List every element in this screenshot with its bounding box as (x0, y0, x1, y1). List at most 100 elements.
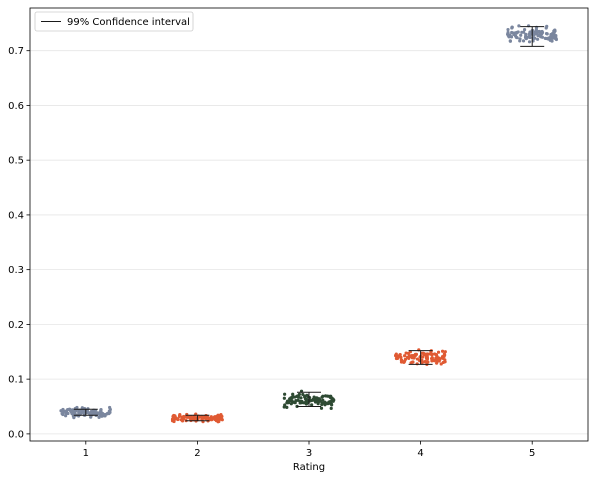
data-point (329, 399, 333, 404)
data-point (508, 39, 512, 43)
data-point (522, 28, 527, 32)
data-point (282, 405, 286, 409)
data-point (60, 412, 64, 416)
data-point (176, 417, 180, 421)
data-point (307, 396, 312, 400)
data-point (98, 410, 102, 415)
data-point (519, 33, 523, 37)
data-point (326, 402, 330, 406)
data-point (285, 405, 289, 410)
grid-lines (30, 50, 588, 435)
y-tick-label: 0.6 (8, 101, 24, 112)
data-point (319, 406, 324, 410)
data-point (533, 30, 537, 34)
data-point (182, 416, 186, 420)
data-point (297, 392, 301, 397)
data-point (532, 35, 536, 40)
legend-entry-label: 99% Confidence interval (67, 17, 190, 28)
data-point (299, 396, 303, 400)
data-point (296, 398, 300, 402)
data-point (68, 407, 72, 411)
data-point (535, 37, 540, 41)
data-point (61, 409, 65, 413)
data-point (415, 357, 419, 361)
data-point (398, 354, 402, 358)
data-point (400, 358, 404, 362)
data-point (435, 354, 439, 358)
data-point (420, 361, 424, 365)
data-point (527, 40, 532, 44)
data-point (330, 397, 334, 401)
data-point (441, 356, 445, 361)
y-tick-label: 0.5 (8, 156, 24, 167)
data-point (424, 352, 428, 356)
data-point (108, 405, 112, 410)
data-point (415, 362, 419, 366)
data-point (72, 416, 76, 420)
data-point (318, 398, 322, 402)
data-point (518, 37, 522, 41)
data-point (101, 411, 105, 416)
data-point (425, 357, 429, 361)
legend: 99% Confidence interval (34, 11, 194, 32)
data-point (515, 31, 519, 35)
data-points (59, 24, 558, 424)
data-point (86, 410, 90, 414)
x-tick-label: 4 (417, 448, 423, 459)
data-point (74, 409, 78, 413)
data-point (506, 30, 510, 35)
data-point (286, 401, 290, 405)
x-tick-label: 2 (194, 448, 200, 459)
data-point (89, 409, 93, 414)
data-point (510, 30, 514, 35)
data-point (437, 356, 441, 360)
data-point (552, 31, 556, 35)
data-point (394, 356, 399, 361)
data-point (301, 392, 305, 397)
data-point (538, 32, 542, 37)
data-point (327, 394, 331, 398)
y-tick-label: 0.0 (8, 429, 24, 440)
y-tick-label: 0.4 (8, 210, 24, 221)
data-point (98, 413, 102, 417)
x-tick-label: 3 (306, 448, 312, 459)
y-tick-label: 0.7 (8, 46, 24, 57)
data-point (521, 39, 526, 43)
data-point (66, 411, 70, 416)
data-point (550, 39, 554, 43)
y-tick-label: 0.2 (8, 320, 24, 331)
data-point (545, 24, 549, 28)
x-axis: 1 2 3 4 5 (83, 441, 535, 459)
data-point (189, 417, 193, 421)
data-point (173, 414, 177, 418)
data-point (330, 403, 334, 407)
data-point (289, 402, 293, 406)
data-point (404, 351, 408, 355)
data-point (321, 394, 325, 398)
data-point (524, 32, 528, 36)
data-point (291, 392, 295, 396)
data-point (305, 398, 309, 402)
data-point (403, 354, 407, 358)
data-point (439, 362, 443, 366)
x-tick-label: 1 (83, 448, 89, 459)
y-axis: 0.0 0.1 0.2 0.3 0.4 0.5 0.6 0.7 (8, 46, 30, 440)
data-point (72, 411, 76, 415)
data-point (423, 360, 428, 364)
data-point (81, 409, 85, 413)
data-point (305, 393, 309, 397)
data-point (304, 402, 309, 406)
data-point (543, 36, 547, 40)
data-point (394, 354, 398, 358)
data-point (549, 33, 553, 37)
data-point (440, 349, 445, 353)
data-point (295, 394, 299, 398)
data-point (89, 415, 93, 419)
data-point (107, 411, 111, 416)
data-point (523, 35, 528, 40)
data-point (204, 417, 208, 421)
data-point (506, 27, 510, 32)
data-point (329, 406, 333, 410)
data-point (442, 352, 446, 356)
